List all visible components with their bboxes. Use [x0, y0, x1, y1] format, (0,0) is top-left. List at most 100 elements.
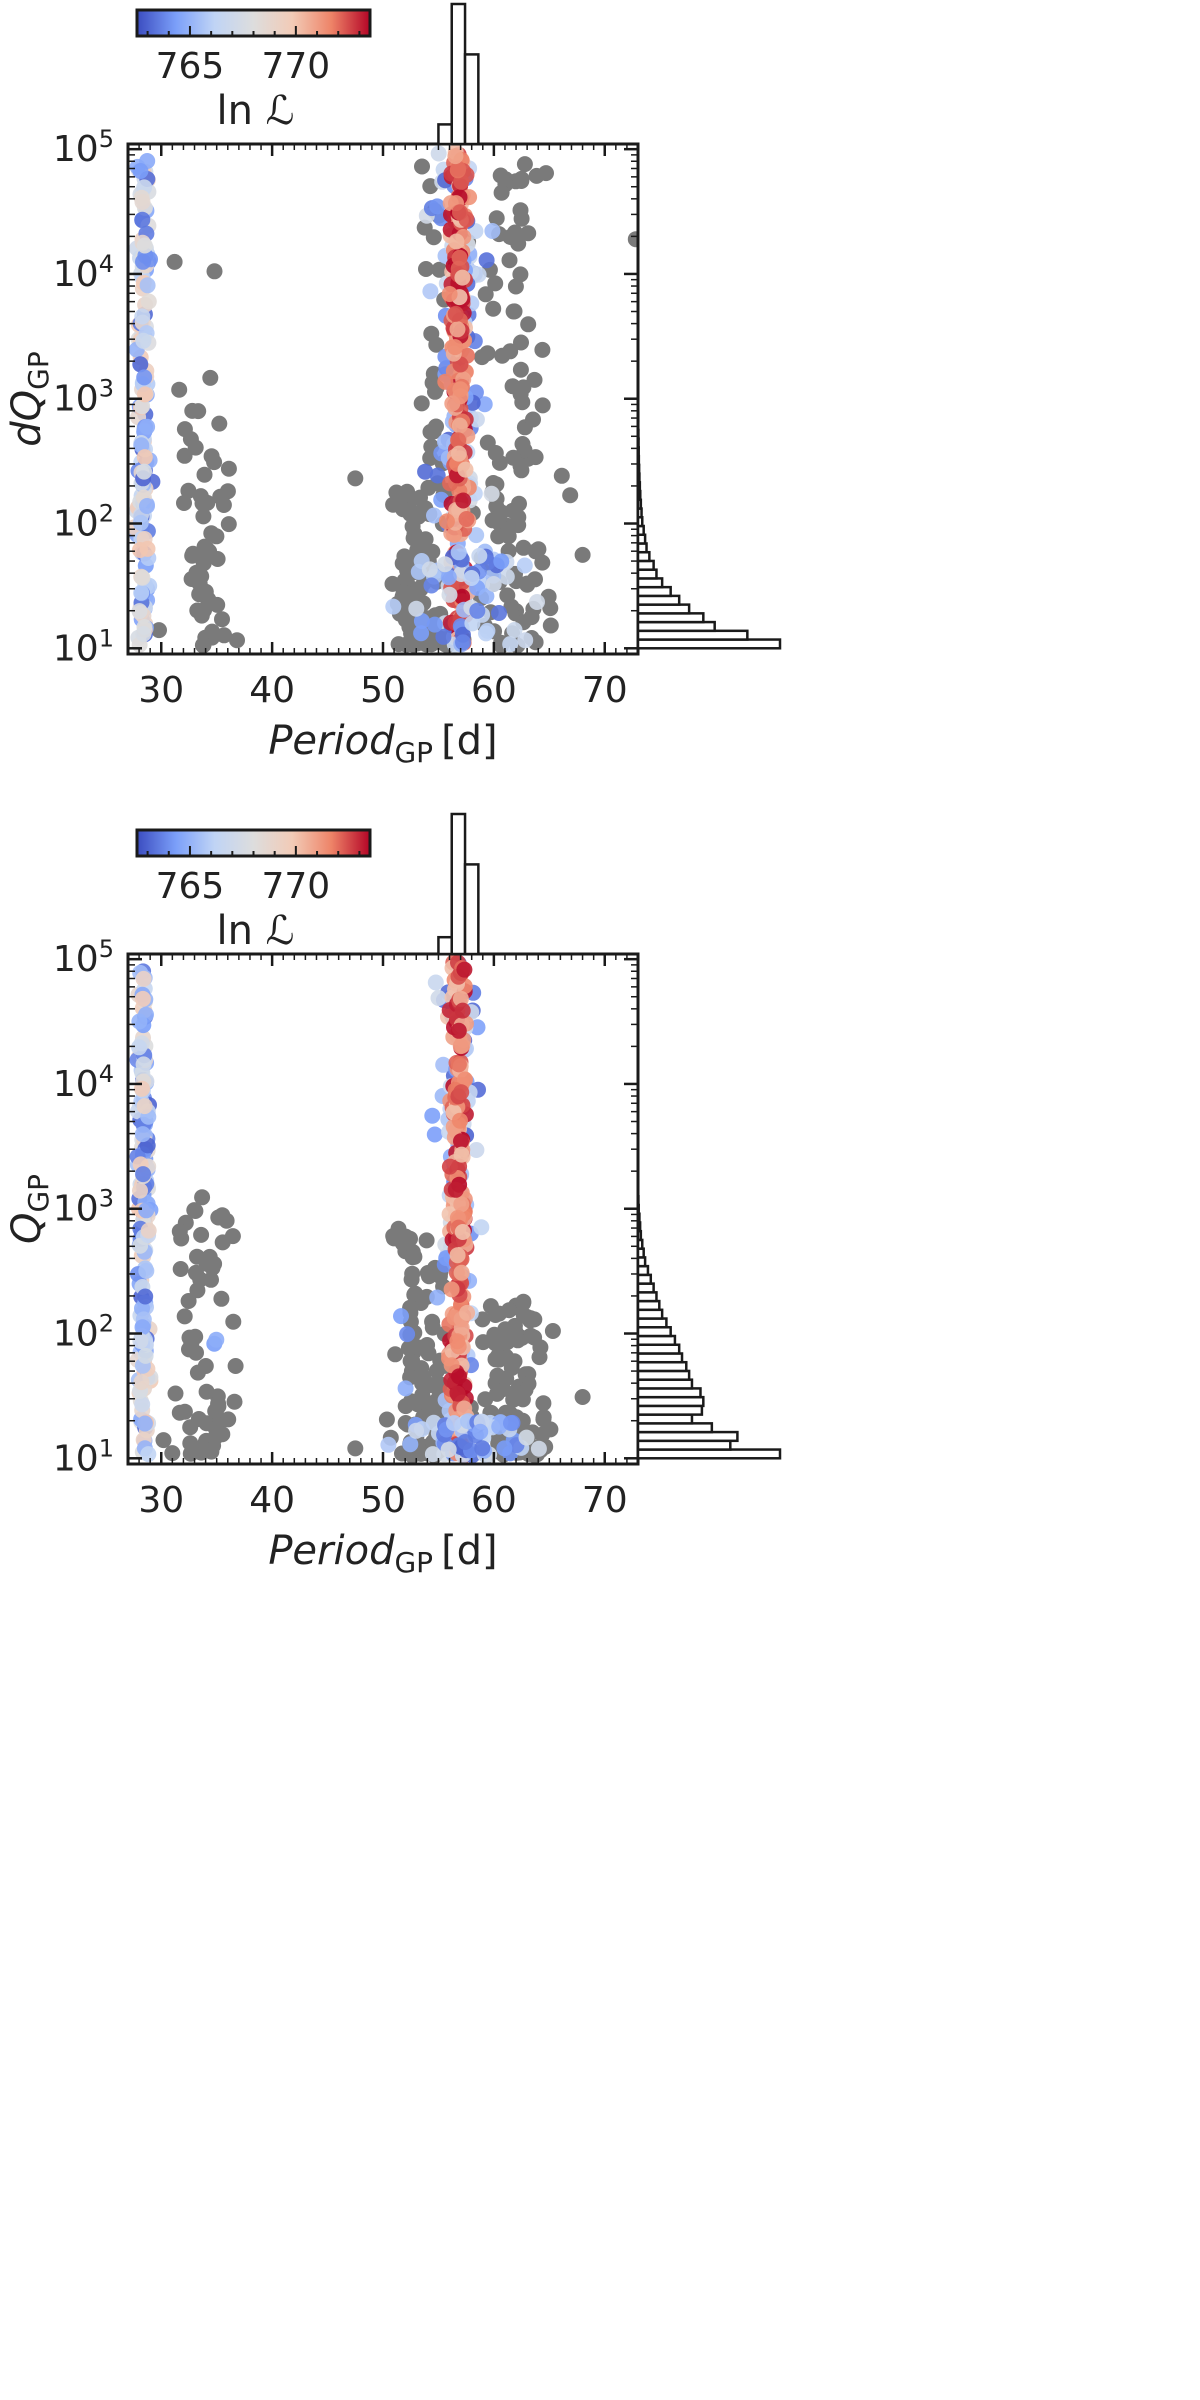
gp-sample-point: [453, 1264, 470, 1281]
gp-sample-point-unscored: [492, 1350, 509, 1367]
gp-sample-point: [135, 1056, 152, 1073]
gp-sample-point: [139, 498, 155, 514]
gp-sample-point-unscored: [431, 261, 448, 278]
gp-sample-point-unscored: [209, 551, 226, 567]
y-tick-label: 101: [53, 1434, 114, 1479]
gp-sample-point: [506, 622, 523, 638]
gp-sample-point-unscored: [151, 622, 167, 639]
histogram-q-bar: [636, 629, 749, 641]
gp-sample-point-unscored: [503, 1360, 520, 1376]
gp-sample-point: [426, 1126, 443, 1143]
gp-sample-point: [447, 305, 464, 322]
histogram-q-bar: [636, 594, 681, 606]
gp-sample-point: [457, 1434, 474, 1450]
gp-sample-point: [449, 1385, 466, 1402]
gp-sample-point: [393, 1308, 409, 1325]
y-tick-exponent: 1: [99, 624, 114, 652]
gp-sample-point: [502, 636, 519, 653]
gp-sample-point: [426, 507, 442, 524]
gp-sample-point-unscored: [531, 1349, 548, 1366]
histogram-q-bar: [636, 612, 705, 624]
gp-sample-point-unscored: [172, 1261, 189, 1277]
gp-sample-point-unscored: [414, 532, 431, 549]
gp-sample-point: [139, 277, 156, 294]
y-axis-title-sub: GP: [22, 1174, 55, 1213]
gp-sample-point: [437, 556, 453, 573]
gp-sample-point-unscored: [347, 470, 364, 487]
gp-sample-point: [139, 418, 156, 435]
y-tick-exponent: 4: [99, 1060, 114, 1088]
y-tick-base: 10: [53, 1438, 99, 1479]
gp-sample-point-unscored: [206, 263, 223, 280]
gp-sample-point: [452, 1038, 469, 1055]
histogram-q-bar: [636, 437, 640, 449]
gp-sample-point: [134, 211, 151, 228]
gp-sample-point-unscored: [514, 1391, 531, 1408]
gp-sample-point: [452, 990, 469, 1007]
x-tick-label: 40: [249, 1480, 295, 1521]
gp-sample-point: [450, 160, 467, 177]
gp-sample-point-unscored: [182, 1445, 199, 1462]
x-tick-label: 60: [471, 1480, 517, 1521]
gp-sample-point-unscored: [220, 460, 237, 477]
gp-sample-point-unscored: [176, 1403, 193, 1420]
histogram-period-bar: [437, 935, 453, 956]
gp-sample-point: [402, 1436, 419, 1453]
gp-sample-point-unscored: [187, 439, 204, 456]
gp-sample-point: [133, 584, 150, 601]
gp-sample-point-unscored: [189, 1248, 205, 1265]
gp-sample-point: [135, 253, 151, 270]
gp-sample-point: [451, 249, 468, 266]
gp-sample-point-unscored: [198, 1383, 215, 1400]
y-axis-title-sub: GP: [22, 351, 55, 390]
gp-sample-point-unscored: [535, 1409, 552, 1426]
gp-sample-point-unscored: [525, 411, 541, 428]
gp-sample-point-unscored: [492, 167, 509, 184]
gp-sample-point-unscored: [544, 1323, 561, 1339]
gp-sample-point-unscored: [183, 1335, 200, 1352]
gp-sample-point: [140, 1222, 157, 1239]
histogram-q-bar: [636, 1264, 650, 1277]
gp-sample-point: [133, 1374, 150, 1391]
histogram-q-bar: [636, 472, 641, 484]
gp-sample-point-unscored: [394, 555, 411, 572]
gp-sample-point: [468, 1142, 485, 1158]
gp-sample-point: [448, 233, 465, 250]
gp-sample-point-unscored: [220, 516, 237, 533]
x-tick-label: 50: [360, 1480, 406, 1521]
gp-sample-point-unscored: [226, 1393, 243, 1410]
gp-sample-point: [454, 1002, 471, 1019]
gp-sample-point: [135, 1166, 152, 1183]
gp-sample-point: [449, 1247, 466, 1264]
gp-sample-point: [530, 1440, 547, 1457]
histogram-period-bar: [463, 863, 480, 956]
histogram-q-bar: [636, 1282, 655, 1294]
gp-sample-point-unscored: [515, 539, 532, 556]
gp-sample-point-unscored: [499, 587, 516, 604]
gp-sample-point: [457, 1071, 473, 1088]
gp-sample-point-unscored: [489, 1385, 505, 1402]
histogram-q-bar: [636, 1308, 664, 1320]
gp-sample-point: [413, 613, 430, 629]
gp-sample-point-unscored: [515, 1307, 532, 1324]
histogram-q-bar: [636, 1360, 688, 1373]
gp-sample-point-unscored: [207, 1420, 224, 1437]
gp-sample-point: [138, 1202, 155, 1219]
gp-sample-point-unscored: [171, 1223, 188, 1240]
gp-sample-point-unscored: [171, 381, 188, 398]
gp-sample-point-unscored: [487, 1307, 504, 1323]
histogram-q-bar: [636, 1343, 681, 1355]
y-tick-base: 10: [53, 254, 99, 295]
gp-sample-point-unscored: [208, 528, 225, 545]
gp-sample-point: [136, 369, 153, 386]
gp-sample-point: [132, 356, 149, 373]
gp-sample-point: [456, 961, 473, 978]
gp-sample-point-unscored: [155, 1432, 172, 1449]
gp-sample-point-unscored: [214, 611, 230, 628]
gp-sample-point-unscored: [203, 1443, 220, 1460]
x-axis-title-main: Period: [268, 718, 395, 764]
gp-sample-point: [454, 1224, 471, 1240]
gp-sample-point-unscored: [202, 369, 219, 386]
gp-sample-point: [478, 588, 495, 605]
histogram-q-bar: [636, 1430, 739, 1443]
